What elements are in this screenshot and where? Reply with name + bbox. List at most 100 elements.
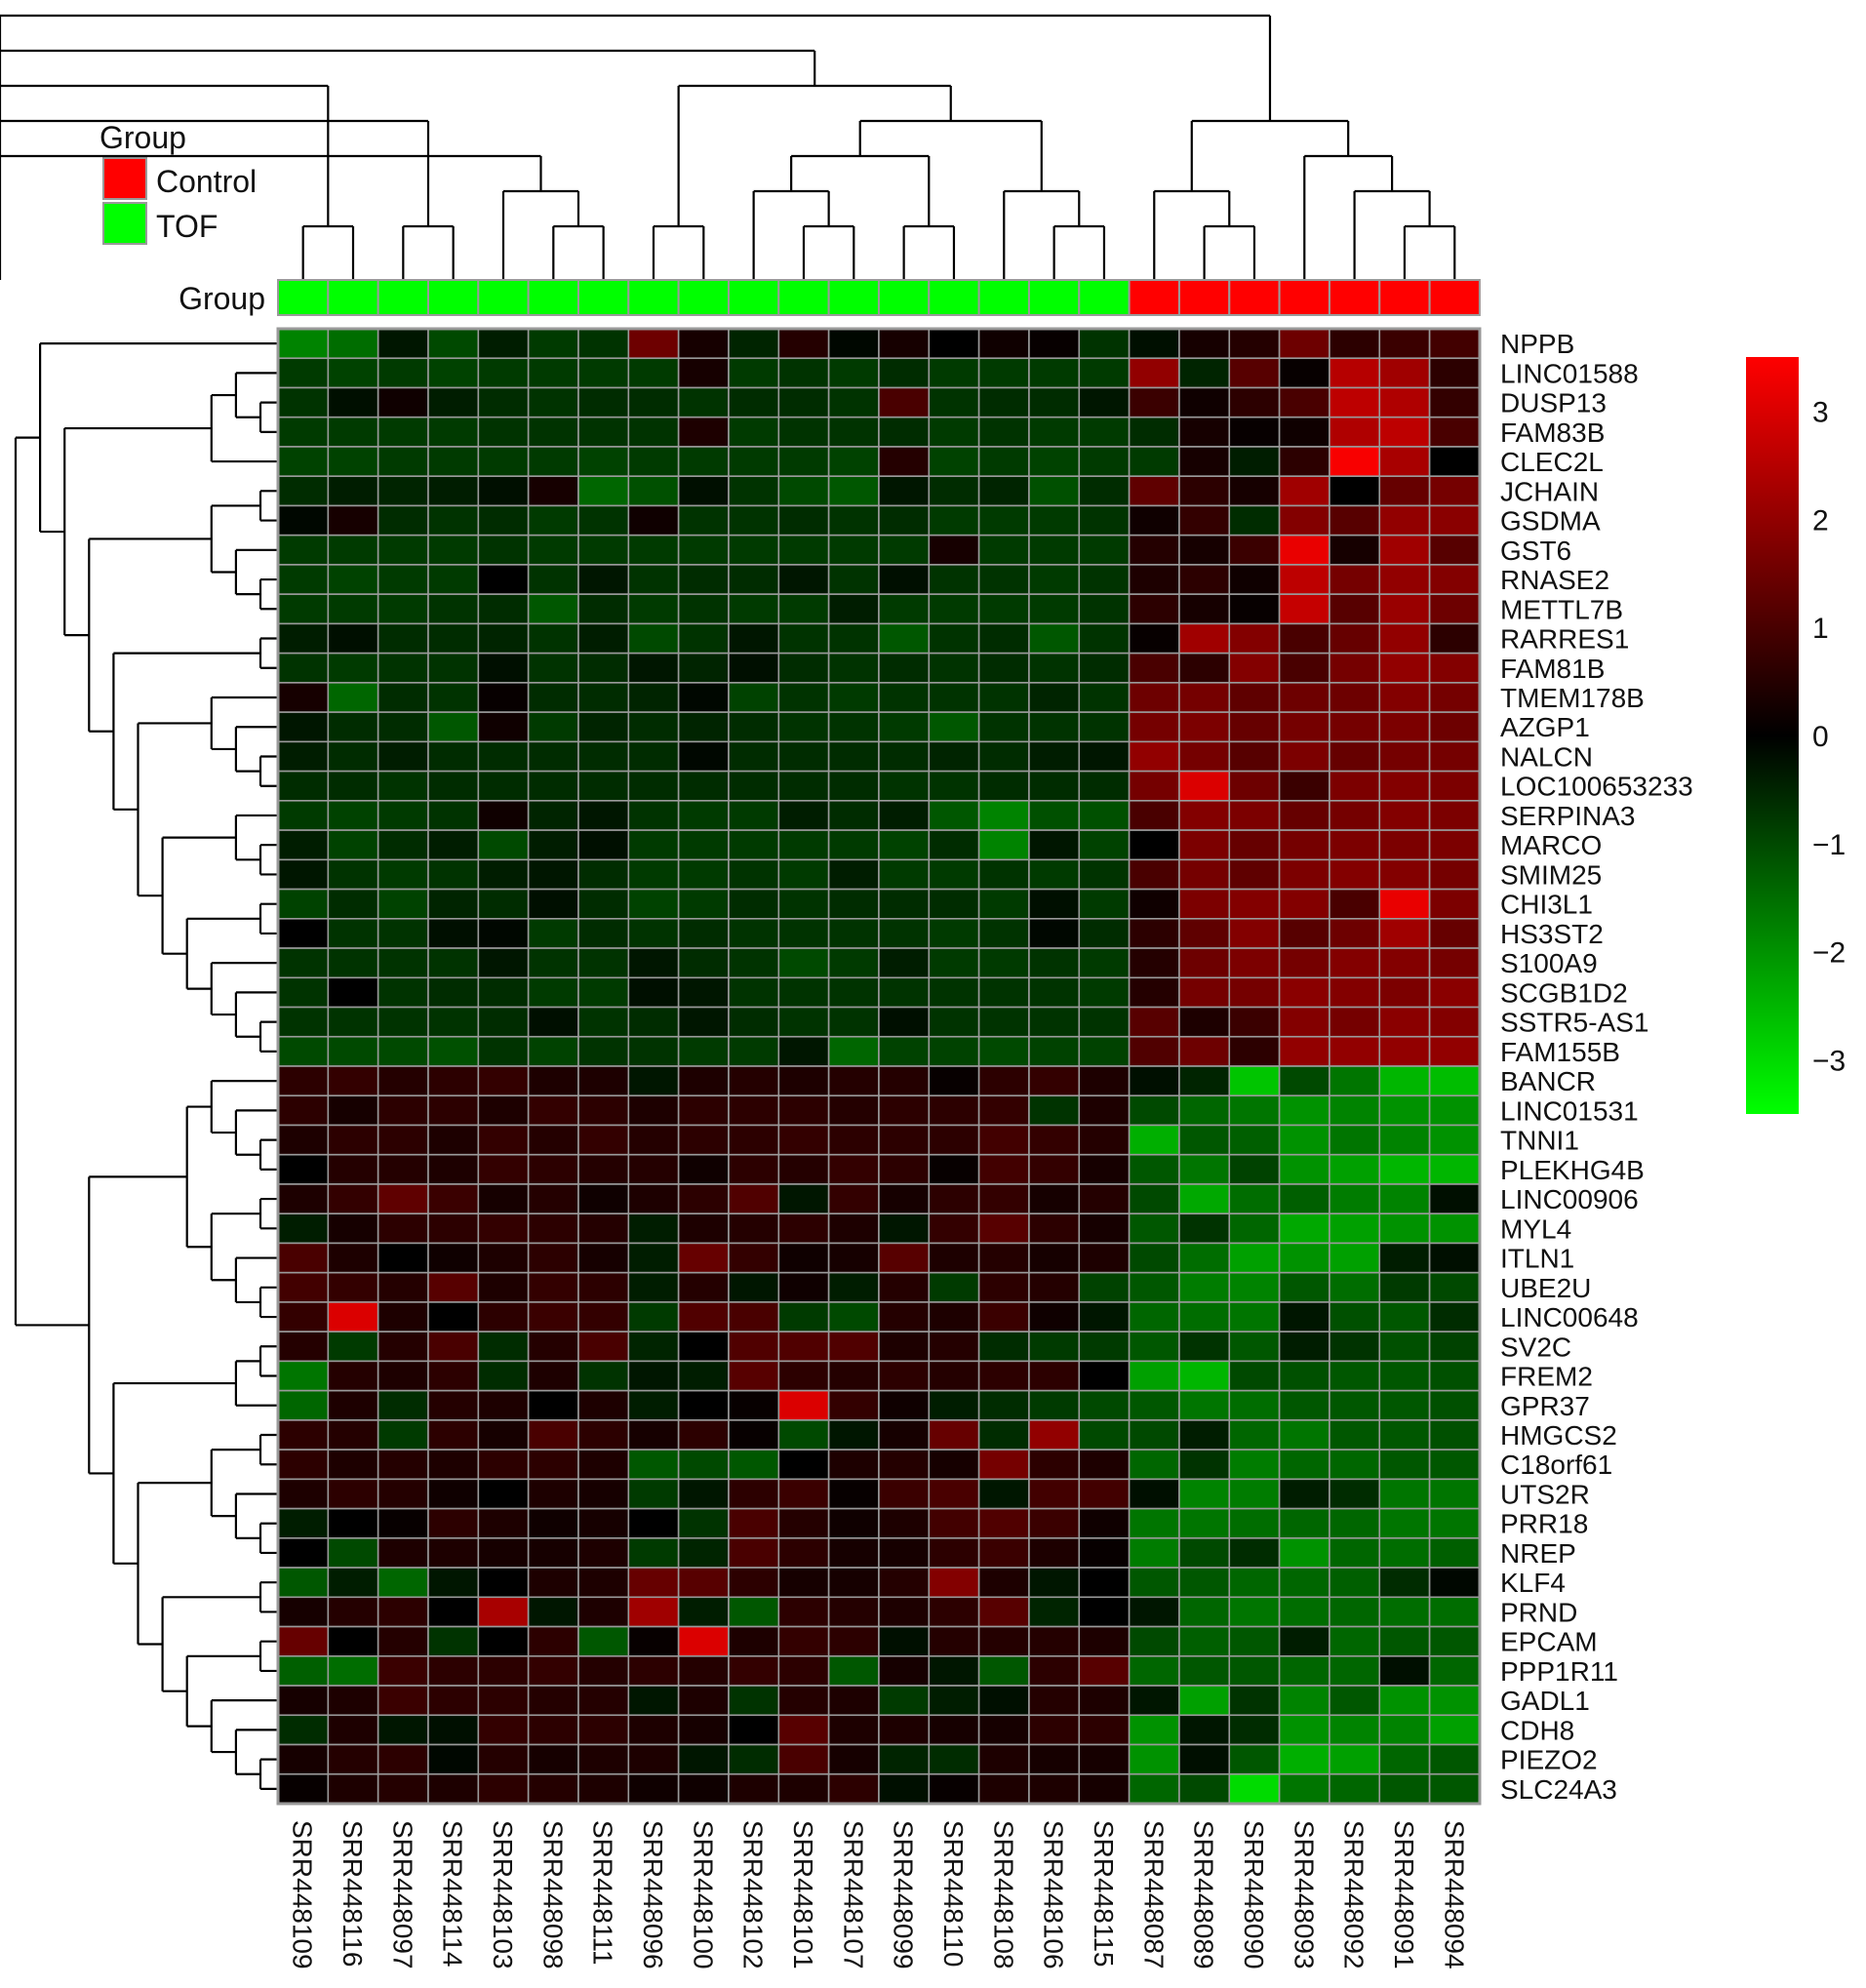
heatmap-cell-GADL1-SRR448098 (527, 1685, 579, 1717)
heatmap-cell-METTL7B-SRR448093 (1278, 593, 1330, 625)
heatmap-cell-AZGP1-SRR448107 (827, 711, 880, 743)
heatmap-cell-AZGP1-SRR448099 (878, 711, 931, 743)
heatmap-cell-FREM2-SRR448107 (827, 1360, 880, 1392)
heatmap-cell-RARRES1-SRR448111 (577, 622, 630, 655)
heatmap-cell-RNASE2-SRR448101 (777, 564, 830, 595)
heatmap-cell-BANCR-SRR448103 (477, 1065, 530, 1097)
heatmap-cell-LINC01588-SRR448116 (327, 357, 379, 389)
heatmap-cell-PIEZO2-SRR448099 (878, 1743, 931, 1775)
heatmap-cell-C18orf61-SRR448094 (1428, 1449, 1481, 1481)
heatmap-cell-GPR37-SRR448092 (1329, 1389, 1381, 1421)
heatmap-cell-LINC00906-SRR448116 (327, 1183, 379, 1214)
heatmap-cell-NPPB-SRR448099 (878, 328, 931, 360)
heatmap-cell-PLEKHG4B-SRR448109 (277, 1153, 330, 1185)
heatmap-cell-SERPINA3-SRR448110 (928, 800, 980, 831)
heatmap-cell-BANCR-SRR448107 (827, 1065, 880, 1097)
gene-label-SLC24A3: SLC24A3 (1500, 1774, 1617, 1805)
heatmap-cell-PPP1R11-SRR448101 (777, 1655, 830, 1687)
heatmap-cell-NALCN-SRR448103 (477, 740, 530, 773)
heatmap-cell-LINC00648-SRR448090 (1228, 1301, 1281, 1332)
heatmap-cell-SV2C-SRR448106 (1028, 1331, 1081, 1363)
heatmap-cell-CDH8-SRR448111 (577, 1714, 630, 1746)
heatmap-cell-UBE2U-SRR448096 (627, 1271, 680, 1303)
heatmap-cell-C18orf61-SRR448102 (728, 1449, 780, 1481)
heatmap-cell-TMEM178B-SRR448096 (627, 682, 680, 713)
heatmap-cell-SCGB1D2-SRR448089 (1178, 976, 1231, 1009)
heatmap-cell-UTS2R-SRR448101 (777, 1478, 830, 1510)
group-cell-SRR448093 (1278, 279, 1330, 316)
heatmap-cell-LOC100653233-SRR448089 (1178, 770, 1231, 802)
heatmap-cell-NREP-SRR448115 (1078, 1537, 1131, 1569)
heatmap-cell-LINC00648-SRR448110 (928, 1301, 980, 1332)
heatmap-cell-PLEKHG4B-SRR448107 (827, 1153, 880, 1185)
heatmap-cell-PLEKHG4B-SRR448114 (427, 1153, 480, 1185)
heatmap-cell-FREM2-SRR448097 (377, 1360, 429, 1392)
heatmap-cell-LINC01531-SRR448107 (827, 1094, 880, 1127)
heatmap-cell-CDH8-SRR448107 (827, 1714, 880, 1746)
gene-label-LOC100653233: LOC100653233 (1500, 772, 1693, 802)
heatmap-cell-AZGP1-SRR448094 (1428, 711, 1481, 743)
heatmap-cell-EPCAM-SRR448089 (1178, 1625, 1231, 1657)
heatmap-cell-HMGCS2-SRR448099 (878, 1419, 931, 1451)
group-cell-SRR448102 (727, 279, 780, 316)
heatmap-cell-C18orf61-SRR448101 (777, 1449, 830, 1481)
heatmap-cell-SERPINA3-SRR448093 (1278, 800, 1330, 831)
heatmap-cell-RARRES1-SRR448114 (427, 622, 480, 655)
heatmap-cell-GADL1-SRR448091 (1378, 1685, 1431, 1717)
heatmap-cell-PIEZO2-SRR448094 (1428, 1743, 1481, 1775)
heatmap-cell-PRR18-SRR448099 (878, 1507, 931, 1539)
heatmap-cell-PLEKHG4B-SRR448094 (1428, 1153, 1481, 1185)
heatmap-cell-LINC01588-SRR448115 (1078, 357, 1131, 389)
sample-label-SRR448089: SRR448089 (1189, 1820, 1219, 1969)
heatmap-cell-MARCO-SRR448107 (827, 829, 880, 861)
heatmap-cell-LINC00648-SRR448092 (1329, 1301, 1381, 1332)
heatmap-cell-LINC00648-SRR448099 (878, 1301, 931, 1332)
heatmap-cell-GST6-SRR448098 (527, 534, 579, 566)
heatmap-cell-DUSP13-SRR448115 (1078, 386, 1131, 418)
heatmap-cell-GSDMA-SRR448101 (777, 504, 830, 537)
heatmap-cell-PRND-SRR448108 (977, 1596, 1030, 1628)
sample-label-SRR448099: SRR448099 (889, 1820, 919, 1969)
sample-label-SRR448115: SRR448115 (1089, 1820, 1119, 1967)
heatmap-cell-UBE2U-SRR448111 (577, 1271, 630, 1303)
gene-label-UTS2R: UTS2R (1500, 1479, 1590, 1509)
heatmap-cell-SERPINA3-SRR448097 (377, 800, 429, 831)
heatmap-cell-SLC24A3-SRR448108 (977, 1772, 1030, 1805)
heatmap-cell-GPR37-SRR448098 (527, 1389, 579, 1421)
heatmap-cell-GPR37-SRR448089 (1178, 1389, 1231, 1421)
heatmap-cell-CLEC2L-SRR448098 (527, 446, 579, 477)
heatmap-cell-AZGP1-SRR448097 (377, 711, 429, 743)
heatmap-cell-NALCN-SRR448100 (677, 740, 730, 773)
heatmap-cell-LINC00648-SRR448111 (577, 1301, 630, 1332)
heatmap-cell-NPPB-SRR448102 (728, 328, 780, 360)
heatmap-cell-UTS2R-SRR448110 (928, 1478, 980, 1510)
heatmap-cell-FAM81B-SRR448096 (627, 652, 680, 684)
heatmap-cell-SLC24A3-SRR448106 (1028, 1772, 1081, 1805)
heatmap-cell-JCHAIN-SRR448116 (327, 475, 379, 507)
heatmap-cell-NALCN-SRR448087 (1128, 740, 1180, 773)
heatmap-cell-LINC00648-SRR448102 (728, 1301, 780, 1332)
heatmap-cell-RARRES1-SRR448089 (1178, 622, 1231, 655)
heatmap-cell-PLEKHG4B-SRR448096 (627, 1153, 680, 1185)
heatmap-cell-HS3ST2-SRR448114 (427, 917, 480, 949)
heatmap-cell-LINC01531-SRR448110 (928, 1094, 980, 1127)
heatmap-cell-SSTR5-AS1-SRR448093 (1278, 1006, 1330, 1038)
heatmap-cell-MYL4-SRR448103 (477, 1213, 530, 1245)
heatmap-cell-TNNI1-SRR448093 (1278, 1124, 1330, 1156)
heatmap-cell-SCGB1D2-SRR448099 (878, 976, 931, 1009)
heatmap-cell-UBE2U-SRR448099 (878, 1271, 931, 1303)
heatmap-cell-CLEC2L-SRR448100 (677, 446, 730, 477)
heatmap-cell-FREM2-SRR448090 (1228, 1360, 1281, 1392)
heatmap-cell-RARRES1-SRR448094 (1428, 622, 1481, 655)
heatmap-cell-RNASE2-SRR448094 (1428, 564, 1481, 595)
heatmap-cell-PRND-SRR448111 (577, 1596, 630, 1628)
heatmap-cell-AZGP1-SRR448115 (1078, 711, 1131, 743)
heatmap-cell-CLEC2L-SRR448107 (827, 446, 880, 477)
heatmap-cell-UTS2R-SRR448111 (577, 1478, 630, 1510)
heatmap-cell-SSTR5-AS1-SRR448091 (1378, 1006, 1431, 1038)
heatmap-cell-PIEZO2-SRR448110 (928, 1743, 980, 1775)
heatmap-cell-PPP1R11-SRR448089 (1178, 1655, 1231, 1687)
heatmap-cell-MYL4-SRR448097 (377, 1213, 429, 1245)
heatmap-cell-FAM81B-SRR448115 (1078, 652, 1131, 684)
heatmap-cell-ITLN1-SRR448101 (777, 1242, 830, 1274)
